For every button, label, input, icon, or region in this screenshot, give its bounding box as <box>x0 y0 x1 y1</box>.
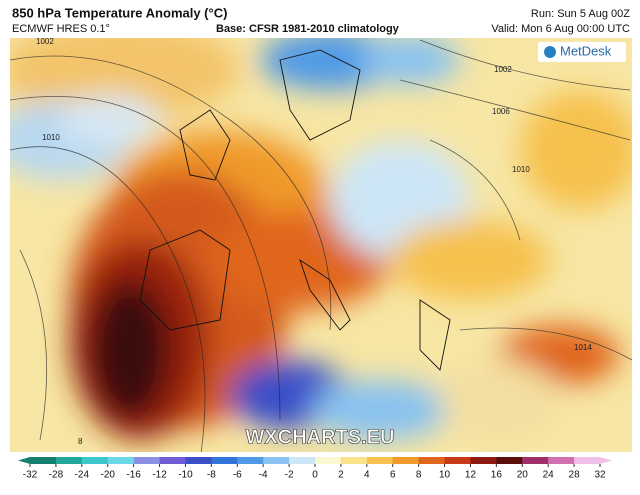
colorbar-tick-label: 16 <box>491 470 503 481</box>
colorbar-swatch <box>366 457 394 464</box>
map <box>10 38 632 452</box>
colorbar-swatch <box>418 457 445 464</box>
colorbar-tick-label: -20 <box>101 470 116 481</box>
colorbar-tick-label: 28 <box>569 470 581 481</box>
run: Run: Sun 5 Aug 00Z <box>531 8 630 20</box>
colorbar-tick-label: 12 <box>465 470 477 481</box>
model: ECMWF HRES 0.1° <box>12 23 110 35</box>
isobar-label: 1010 <box>512 165 530 174</box>
colorbar-swatch <box>496 457 523 464</box>
colorbar-tick-label: 24 <box>543 470 555 481</box>
colorbar-swatch <box>444 457 471 464</box>
colorbar-tick-label: 8 <box>416 470 422 481</box>
colorbar-tick-label: 4 <box>364 470 370 481</box>
colorbar-tick-label: 32 <box>594 470 606 481</box>
isobar-label: 1010 <box>42 133 60 142</box>
logo: MetDesk <box>538 42 626 62</box>
colorbar-tick-label: -10 <box>178 470 193 481</box>
isobar-label: 1002 <box>36 37 54 46</box>
colorbar-tick-label: -8 <box>207 470 216 481</box>
colorbar-tick-label: -24 <box>75 470 90 481</box>
colorbar-tick-label: 20 <box>517 470 529 481</box>
colorbar-tick-label: -2 <box>285 470 294 481</box>
colorbar-swatch <box>133 457 160 464</box>
colorbar-tick-label: 10 <box>439 470 451 481</box>
colorbar-swatch <box>107 457 134 464</box>
colorbar-swatch <box>81 457 109 464</box>
colorbar-swatch <box>289 457 316 464</box>
colorbar-swatch <box>211 457 238 464</box>
colorbar-arrow-right <box>600 457 612 464</box>
colorbar-tick-label: -4 <box>259 470 268 481</box>
valid: Valid: Mon 6 Aug 00:00 UTC <box>491 23 630 35</box>
logo-text: MetDesk <box>560 43 612 58</box>
isobar-label: 8 <box>78 437 83 446</box>
colorbar-swatch <box>548 457 575 464</box>
colorbar-tick-label: -32 <box>23 470 38 481</box>
watermark: WXCHARTS.EU <box>246 426 395 448</box>
colorbar-tick-label: 6 <box>390 470 396 481</box>
colorbar-swatch <box>263 457 290 464</box>
colorbar-swatch <box>159 457 186 464</box>
colorbar-tick-label: -28 <box>49 470 64 481</box>
colorbar-arrow-left <box>18 457 30 464</box>
colorbar: -32 -28 -24 -20 -16 -12 -10 -8 -6 -4 -2 0 2 4 6 8 10 12 16… <box>18 457 612 481</box>
colorbar-swatch <box>55 457 83 464</box>
colorbar-swatch <box>340 457 368 464</box>
colorbar-swatch <box>237 457 264 464</box>
colorbar-swatch <box>315 457 342 464</box>
colorbar-swatch <box>470 457 497 464</box>
title: 850 hPa Temperature Anomaly (°C) <box>12 5 227 20</box>
colorbar-swatch <box>522 457 549 464</box>
base: Base: CFSR 1981-2010 climatology <box>216 23 400 35</box>
isobar-label: 1006 <box>492 107 510 116</box>
colorbar-tick-label: 2 <box>338 470 344 481</box>
colorbar-swatch <box>185 457 212 464</box>
colorbar-tick-label: -16 <box>126 470 141 481</box>
colorbar-swatch <box>392 457 419 464</box>
colorbar-tick-label: -6 <box>233 470 242 481</box>
colorbar-tick-label: -12 <box>152 470 167 481</box>
colorbar-swatch <box>574 457 601 464</box>
isobar-label: 1002 <box>494 65 512 74</box>
isobar-label: 1014 <box>574 343 592 352</box>
colorbar-tick-label: 0 <box>312 470 318 481</box>
colorbar-swatch <box>30 457 57 464</box>
